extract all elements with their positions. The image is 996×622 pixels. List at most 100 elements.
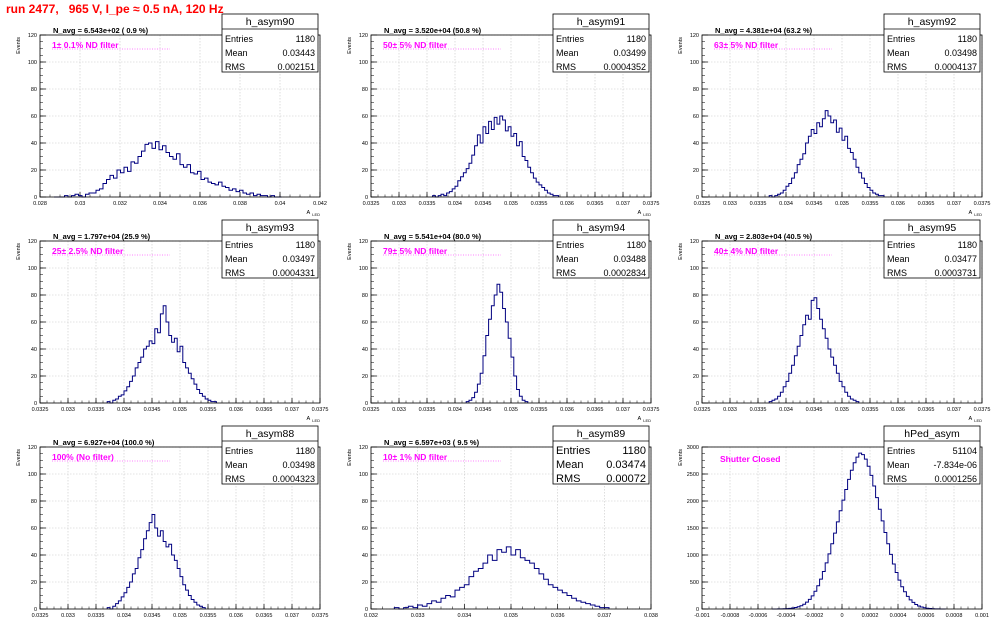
stats-key: RMS	[887, 474, 907, 484]
y-tick-label: 20	[31, 168, 37, 174]
histogram-panel-h_asym93: 0.0325 0.033 0.0335 0.034 0.0345 0.035 0.0355 0…	[16, 219, 328, 423]
stats-box	[552, 219, 650, 279]
x-tick-label: 0.035	[835, 407, 849, 413]
x-tick-label: 0.0335	[419, 407, 436, 413]
stats-value: 0.0004331	[272, 268, 315, 278]
filter-label: 40± 4% ND filter	[714, 246, 779, 256]
histogram-series	[432, 115, 560, 198]
stats-key: RMS	[225, 62, 245, 72]
y-tick-label: 120	[28, 33, 37, 39]
x-tick-label: 0.036	[560, 201, 574, 207]
y-tick-label: 100	[359, 266, 368, 272]
histogram-name: h_asym92	[908, 16, 957, 28]
x-tick-label: 0.0345	[475, 201, 492, 207]
stats-key: Mean	[225, 460, 248, 470]
histogram-panel-h_asym88: 0.0325 0.033 0.0335 0.034 0.0345 0.035 0.0355 0…	[16, 425, 328, 619]
plot-frame	[39, 446, 321, 610]
y-tick-label: 120	[359, 445, 368, 451]
histogram-series	[106, 305, 217, 404]
x-tick-label: 0.0335	[88, 407, 105, 413]
stats-key: Mean	[556, 459, 584, 471]
x-axis-title: A LED	[969, 416, 983, 423]
histogram-name: h_asym88	[246, 428, 295, 440]
y-tick-label: 100	[28, 266, 37, 272]
stats-value: 1180	[958, 240, 977, 250]
y-axis-title: Events	[678, 243, 684, 260]
stats-key: RMS	[887, 268, 907, 278]
y-tick-label: 120	[690, 239, 699, 245]
histogram-panel-h_asym91: 0.0325 0.033 0.0335 0.034 0.0345 0.035 0.0355 0…	[347, 13, 659, 217]
x-tick-label: 0.0008	[946, 613, 963, 619]
filter-label: 79± 5% ND filter	[383, 246, 448, 256]
y-tick-label: 20	[362, 168, 368, 174]
x-tick-label: 0.037	[947, 201, 961, 207]
histogram-name: h_asym91	[577, 16, 626, 28]
x-tick-label: 0.0325	[32, 613, 49, 619]
plot-frame	[370, 240, 652, 404]
stats-value: 1180	[296, 240, 315, 250]
histogram-panel-h_asym92: 0.0325 0.033 0.0335 0.034 0.0345 0.035 0.0355 0…	[678, 13, 990, 217]
x-tick-label: 0.0335	[88, 613, 105, 619]
navg-label: N_avg = 2.803e+04 (40.5 %)	[715, 232, 813, 241]
stats-value: 0.002151	[277, 62, 315, 72]
x-tick-label: 0.0325	[694, 201, 711, 207]
filter-label: 10± 1% ND filter	[383, 452, 448, 462]
stats-value: 51104	[953, 446, 977, 456]
stats-key: RMS	[225, 474, 245, 484]
x-tick-label: 0.034	[779, 407, 793, 413]
stats-value: 1180	[627, 34, 646, 44]
x-tick-label: 0.0335	[750, 407, 767, 413]
stats-key: Entries	[887, 34, 916, 44]
histogram-name: h_asym90	[246, 16, 295, 28]
y-tick-label: 80	[31, 87, 37, 93]
y-tick-label: 80	[693, 293, 699, 299]
x-tick-label: 0.033	[61, 407, 75, 413]
x-tick-label: 0.034	[448, 201, 462, 207]
stats-key: RMS	[887, 62, 907, 72]
y-tick-label: 60	[362, 320, 368, 326]
stats-value: 0.03498	[944, 48, 977, 58]
x-tick-label: 0.0365	[918, 201, 935, 207]
filter-label: 25± 2.5% ND filter	[52, 246, 124, 256]
y-tick-label: 80	[362, 293, 368, 299]
stats-key: Mean	[887, 254, 910, 264]
plot-frame	[370, 446, 652, 610]
x-tick-label: 0.0335	[750, 201, 767, 207]
stats-value: 0.03488	[613, 254, 646, 264]
y-tick-label: 20	[31, 580, 37, 586]
x-tick-label: 0.036	[891, 407, 905, 413]
stats-value: 0.0004323	[272, 474, 315, 484]
x-tick-label: 0.0365	[256, 407, 273, 413]
y-tick-label: 20	[362, 374, 368, 380]
stats-box	[552, 13, 650, 73]
y-tick-label: 20	[693, 374, 699, 380]
x-tick-label: 0.036	[551, 613, 565, 619]
y-tick-label: 100	[28, 472, 37, 478]
run-title: run 2477, 965 V, I_pe ≈ 0.5 nA, 120 Hz	[6, 2, 224, 16]
stats-key: Entries	[556, 445, 591, 457]
y-tick-label: 1500	[687, 526, 699, 532]
x-tick-label: 0.037	[285, 407, 299, 413]
stats-key: RMS	[556, 473, 580, 485]
x-tick-label: 0.035	[173, 407, 187, 413]
y-tick-label: 20	[693, 168, 699, 174]
y-tick-label: 40	[31, 553, 37, 559]
histogram-name: hPed_asym	[904, 428, 960, 440]
stats-value: 0.0004352	[603, 62, 646, 72]
x-tick-label: -0.0008	[721, 613, 740, 619]
stats-value: 1180	[627, 240, 646, 250]
x-tick-label: 0.035	[173, 613, 187, 619]
y-tick-label: 2500	[687, 472, 699, 478]
x-tick-label: 0.042	[313, 201, 327, 207]
x-tick-label: 0.037	[597, 613, 611, 619]
x-tick-label: 0.0345	[144, 407, 161, 413]
stats-value: 0.0004137	[934, 62, 977, 72]
x-tick-label: 0.037	[947, 407, 961, 413]
x-tick-label: 0.036	[229, 613, 243, 619]
x-tick-label: 0.0335	[419, 201, 436, 207]
x-tick-label: 0.04	[275, 201, 286, 207]
x-tick-label: 0.037	[616, 407, 630, 413]
stats-key: RMS	[556, 268, 576, 278]
x-tick-label: 0.0325	[32, 407, 49, 413]
